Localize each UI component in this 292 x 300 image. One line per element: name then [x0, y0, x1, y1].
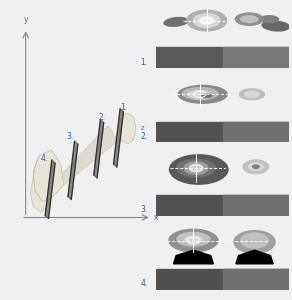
Text: 2.: 2.: [99, 113, 106, 122]
Bar: [156, 269, 289, 290]
Polygon shape: [53, 126, 117, 193]
Bar: [223, 122, 289, 142]
Polygon shape: [68, 141, 78, 200]
Ellipse shape: [259, 15, 279, 23]
Polygon shape: [114, 109, 124, 167]
Circle shape: [193, 14, 220, 27]
Polygon shape: [115, 130, 124, 145]
Ellipse shape: [240, 232, 269, 249]
Text: z: z: [141, 125, 145, 131]
Ellipse shape: [233, 230, 276, 254]
Ellipse shape: [168, 229, 219, 253]
Bar: [156, 122, 289, 142]
Polygon shape: [94, 120, 104, 178]
Text: 1.: 1.: [140, 58, 147, 67]
Polygon shape: [236, 250, 273, 264]
Text: 4.: 4.: [41, 154, 48, 163]
Polygon shape: [33, 150, 64, 201]
Ellipse shape: [176, 232, 211, 247]
Ellipse shape: [248, 162, 264, 171]
Text: 3.: 3.: [67, 132, 74, 141]
Ellipse shape: [169, 154, 229, 185]
Bar: [223, 46, 289, 68]
Ellipse shape: [187, 90, 211, 99]
Circle shape: [190, 165, 203, 172]
Bar: [223, 196, 289, 216]
Text: 2.: 2.: [140, 132, 147, 141]
Ellipse shape: [252, 164, 260, 169]
Ellipse shape: [244, 91, 260, 98]
Polygon shape: [30, 155, 50, 212]
Ellipse shape: [178, 85, 228, 104]
Text: 4.: 4.: [140, 279, 147, 288]
Bar: [156, 196, 289, 216]
Ellipse shape: [240, 15, 258, 23]
Ellipse shape: [163, 17, 189, 27]
Ellipse shape: [239, 88, 265, 100]
Circle shape: [184, 162, 208, 174]
Polygon shape: [173, 250, 213, 264]
Ellipse shape: [176, 158, 216, 178]
Ellipse shape: [201, 93, 213, 98]
Polygon shape: [45, 160, 55, 218]
Text: 1.: 1.: [120, 103, 127, 112]
Bar: [156, 46, 289, 68]
Ellipse shape: [261, 20, 290, 32]
Ellipse shape: [243, 159, 269, 174]
Ellipse shape: [184, 163, 208, 174]
Circle shape: [187, 10, 227, 31]
Circle shape: [199, 17, 214, 24]
Text: x: x: [154, 213, 159, 222]
Ellipse shape: [184, 235, 203, 243]
Ellipse shape: [181, 87, 219, 100]
Text: 3.: 3.: [140, 206, 147, 214]
Ellipse shape: [234, 12, 264, 26]
Text: y: y: [23, 15, 28, 24]
Bar: [223, 269, 289, 290]
Circle shape: [119, 113, 136, 143]
